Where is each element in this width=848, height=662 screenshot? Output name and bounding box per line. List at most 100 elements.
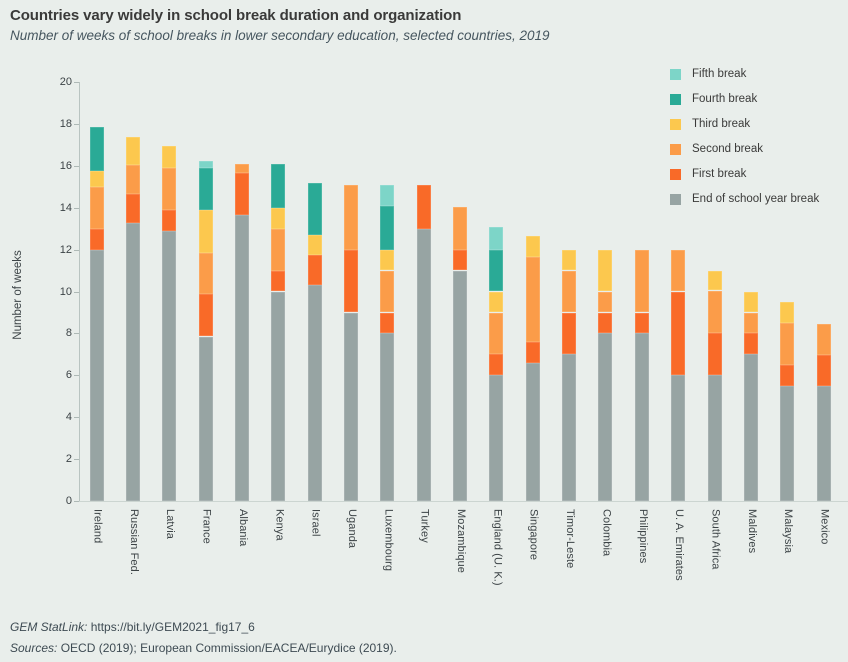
bar-segment <box>453 249 467 271</box>
x-axis-label: Colombia <box>600 509 613 557</box>
bar-segment <box>234 215 249 501</box>
chart-subtitle: Number of weeks of school breaks in lowe… <box>10 28 550 43</box>
statlink-label: GEM StatLink: <box>10 620 88 634</box>
bar-segment <box>307 285 322 501</box>
bar-segment <box>125 194 140 224</box>
x-axis-label: Uganda <box>346 509 358 549</box>
bar-segment <box>780 364 795 386</box>
bar-segment <box>525 341 540 363</box>
bar-segment <box>598 333 613 501</box>
bar-segment <box>162 230 177 501</box>
bar-segment <box>562 312 576 355</box>
bar-segment <box>707 375 722 501</box>
legend-label: Fourth break <box>692 93 758 105</box>
legend-swatch <box>670 94 681 105</box>
legend-swatch <box>670 194 681 205</box>
bar-segment <box>525 362 540 501</box>
bar-segment <box>671 291 686 376</box>
bar-segment <box>453 206 467 250</box>
y-tick-label: 2 <box>65 453 72 466</box>
bar-segment <box>89 228 104 250</box>
y-tick-label: 0 <box>65 495 72 507</box>
bar-segment <box>525 256 540 342</box>
bar-segment <box>743 312 758 334</box>
bar-segment <box>416 184 431 229</box>
legend-item: First break <box>670 168 830 181</box>
y-tick-label: 16 <box>59 159 72 172</box>
x-axis-label: Mexico <box>818 509 831 545</box>
bar-segment <box>198 167 213 210</box>
bar-segment <box>271 163 286 208</box>
bar-segment <box>125 164 140 195</box>
y-tick-label: 6 <box>65 369 72 382</box>
y-tick-mark <box>74 501 79 502</box>
bar-segment <box>380 270 395 313</box>
legend-swatch <box>670 144 681 155</box>
y-tick-mark <box>74 333 79 335</box>
x-axis-baseline <box>79 501 848 502</box>
y-tick-label: 14 <box>59 201 72 214</box>
statlink-line: GEM StatLink: https://bit.ly/GEM2021_fig… <box>10 617 397 638</box>
y-axis-label: Number of weeks <box>12 250 24 340</box>
bar-segment <box>671 375 686 501</box>
x-axis-label: Philippines <box>636 509 649 564</box>
legend-label: Second break <box>692 143 763 155</box>
bar-segment <box>125 223 140 501</box>
x-axis-label: South Africa <box>709 509 722 570</box>
bar-segment <box>634 333 649 501</box>
chart-title: Countries vary widely in school break du… <box>10 7 462 24</box>
bar-segment <box>598 249 613 292</box>
bar-segment <box>489 291 504 313</box>
bar-segment <box>380 312 395 334</box>
legend-label: End of school year break <box>692 193 820 205</box>
bar-segment <box>307 234 322 255</box>
legend-item: Fifth break <box>670 68 830 81</box>
legend-item: Third break <box>670 118 830 131</box>
legend-item: End of school year break <box>670 193 830 206</box>
x-axis-label: France <box>200 509 213 544</box>
legend-swatch <box>670 69 681 80</box>
x-axis-label: Russian Fed. <box>127 509 140 576</box>
bar-segment <box>416 228 431 501</box>
bar-segment <box>89 249 104 501</box>
bar-segment <box>743 291 758 313</box>
bar-segment <box>780 322 795 365</box>
bar-segment <box>198 293 213 337</box>
bar-segment <box>162 209 177 231</box>
bar-segment <box>344 184 358 250</box>
x-axis-label: Malaysia <box>782 509 795 554</box>
bar-segment <box>271 228 286 271</box>
x-axis-label: Mozambique <box>455 509 467 573</box>
bar-segment <box>89 127 104 171</box>
bar-segment <box>125 136 140 165</box>
x-axis-label: Latvia <box>164 509 177 539</box>
bar-segment <box>198 336 213 501</box>
y-tick-mark <box>74 459 79 461</box>
bar-segment <box>562 354 576 502</box>
y-tick-mark <box>74 291 79 293</box>
statlink-url[interactable]: https://bit.ly/GEM2021_fig17_6 <box>90 620 255 634</box>
bar-segment <box>707 333 722 376</box>
bar-segment <box>89 171 104 187</box>
bar-segment <box>453 270 467 501</box>
x-axis-label: Luxembourg <box>382 509 395 572</box>
x-axis-label: Kenya <box>273 509 286 541</box>
bar-segment <box>380 249 395 271</box>
bar-segment <box>525 236 540 257</box>
bar-segment <box>743 354 758 502</box>
x-axis-label: Maldives <box>745 509 758 554</box>
y-tick-mark <box>74 207 79 209</box>
x-axis-label: Israel <box>309 509 322 537</box>
y-axis-line <box>79 82 80 501</box>
legend-item: Second break <box>670 143 830 156</box>
bar-segment <box>271 207 286 229</box>
bar-segment <box>743 333 758 355</box>
bar-segment <box>816 385 831 501</box>
bar-segment <box>671 249 686 292</box>
y-tick-mark <box>74 82 79 83</box>
y-tick-label: 10 <box>59 285 72 298</box>
y-tick-label: 4 <box>65 411 72 424</box>
y-tick-label: 12 <box>59 243 72 256</box>
bar-segment <box>380 184 395 206</box>
bar-segment <box>780 302 795 323</box>
